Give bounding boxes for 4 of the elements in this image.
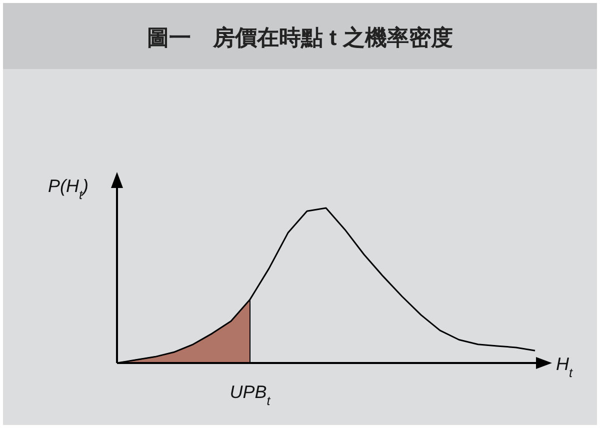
text: UPB$_{t}$ bbox=[230, 382, 271, 408]
chart-title: 圖一 房價在時點 t 之機率密度 bbox=[147, 25, 453, 50]
y-axis-title: P(H$_{t}$) bbox=[48, 176, 88, 202]
x-axis-title: H$_{t}$ bbox=[556, 354, 573, 380]
